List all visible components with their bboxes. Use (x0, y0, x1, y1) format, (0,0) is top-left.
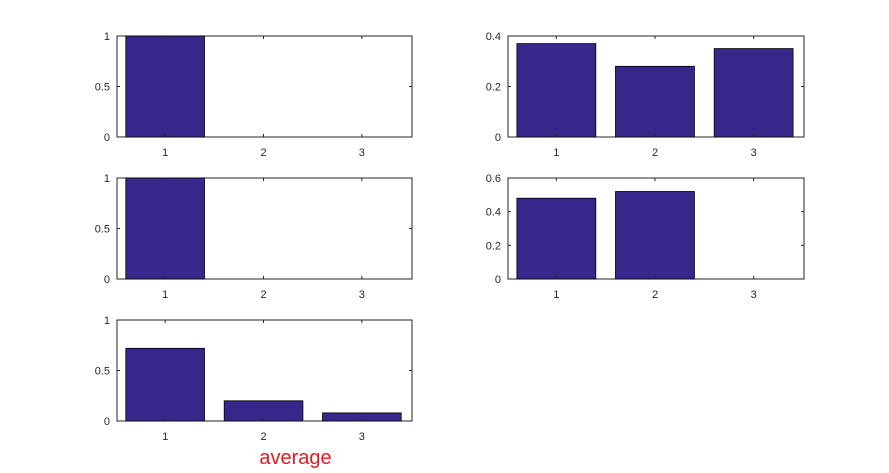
bar-1 (125, 177, 205, 280)
bar-2 (223, 400, 304, 422)
y-tick-label: 1 (104, 173, 110, 185)
bar-3 (713, 48, 794, 138)
subplot-row-2-right: 1 2 3 0 0.2 0.4 0.6 (486, 173, 805, 301)
y-tick-label: 0 (104, 416, 110, 428)
x-tick-label: 2 (260, 289, 266, 301)
bar-1 (516, 197, 597, 280)
x-axis-label: average (259, 447, 331, 469)
x-tick-label: 1 (162, 431, 168, 443)
x-tick-label: 3 (359, 147, 365, 159)
y-tick-label: 0.4 (486, 207, 501, 219)
subplot-row-1-right: 1 2 3 0 0.2 0.4 (486, 31, 805, 159)
bar-1 (125, 347, 205, 422)
x-tick-label: 2 (652, 147, 658, 159)
y-tick-label: 1 (104, 315, 110, 327)
y-tick-label: 0.2 (486, 240, 501, 252)
y-tick-label: 1 (104, 31, 110, 43)
y-tick-label: 0.5 (95, 82, 110, 94)
x-tick-label: 2 (652, 289, 658, 301)
bar-2 (615, 191, 695, 280)
x-tick-label: 3 (359, 289, 365, 301)
y-tick-label: 0.4 (486, 31, 501, 43)
subplot-row-3-left: 1 2 3 0 0.5 1 average (95, 315, 413, 469)
y-tick-label: 0 (104, 132, 110, 144)
y-tick-label: 0 (495, 274, 501, 286)
y-tick-label: 0 (104, 274, 110, 286)
x-tick-label: 1 (553, 289, 559, 301)
bar-1 (125, 35, 205, 138)
x-tick-label: 3 (751, 147, 757, 159)
y-tick-label: 0.5 (95, 366, 110, 378)
bar-1 (516, 43, 597, 138)
x-tick-label: 1 (162, 289, 168, 301)
y-tick-label: 0 (495, 132, 501, 144)
subplot-row-2-left: 1 2 3 0 0.5 1 (95, 173, 413, 301)
x-tick-label: 1 (162, 147, 168, 159)
x-tick-label: 1 (553, 147, 559, 159)
subplot-row-1-left: 1 2 3 0 0.5 1 (95, 31, 413, 159)
x-tick-label: 3 (751, 289, 757, 301)
bar-2 (615, 65, 695, 138)
y-tick-label: 0.6 (486, 173, 501, 185)
x-tick-label: 2 (260, 147, 266, 159)
x-tick-label: 2 (260, 431, 266, 443)
x-tick-label: 3 (359, 431, 365, 443)
y-tick-label: 0.5 (95, 224, 110, 236)
y-tick-label: 0.2 (486, 82, 501, 94)
